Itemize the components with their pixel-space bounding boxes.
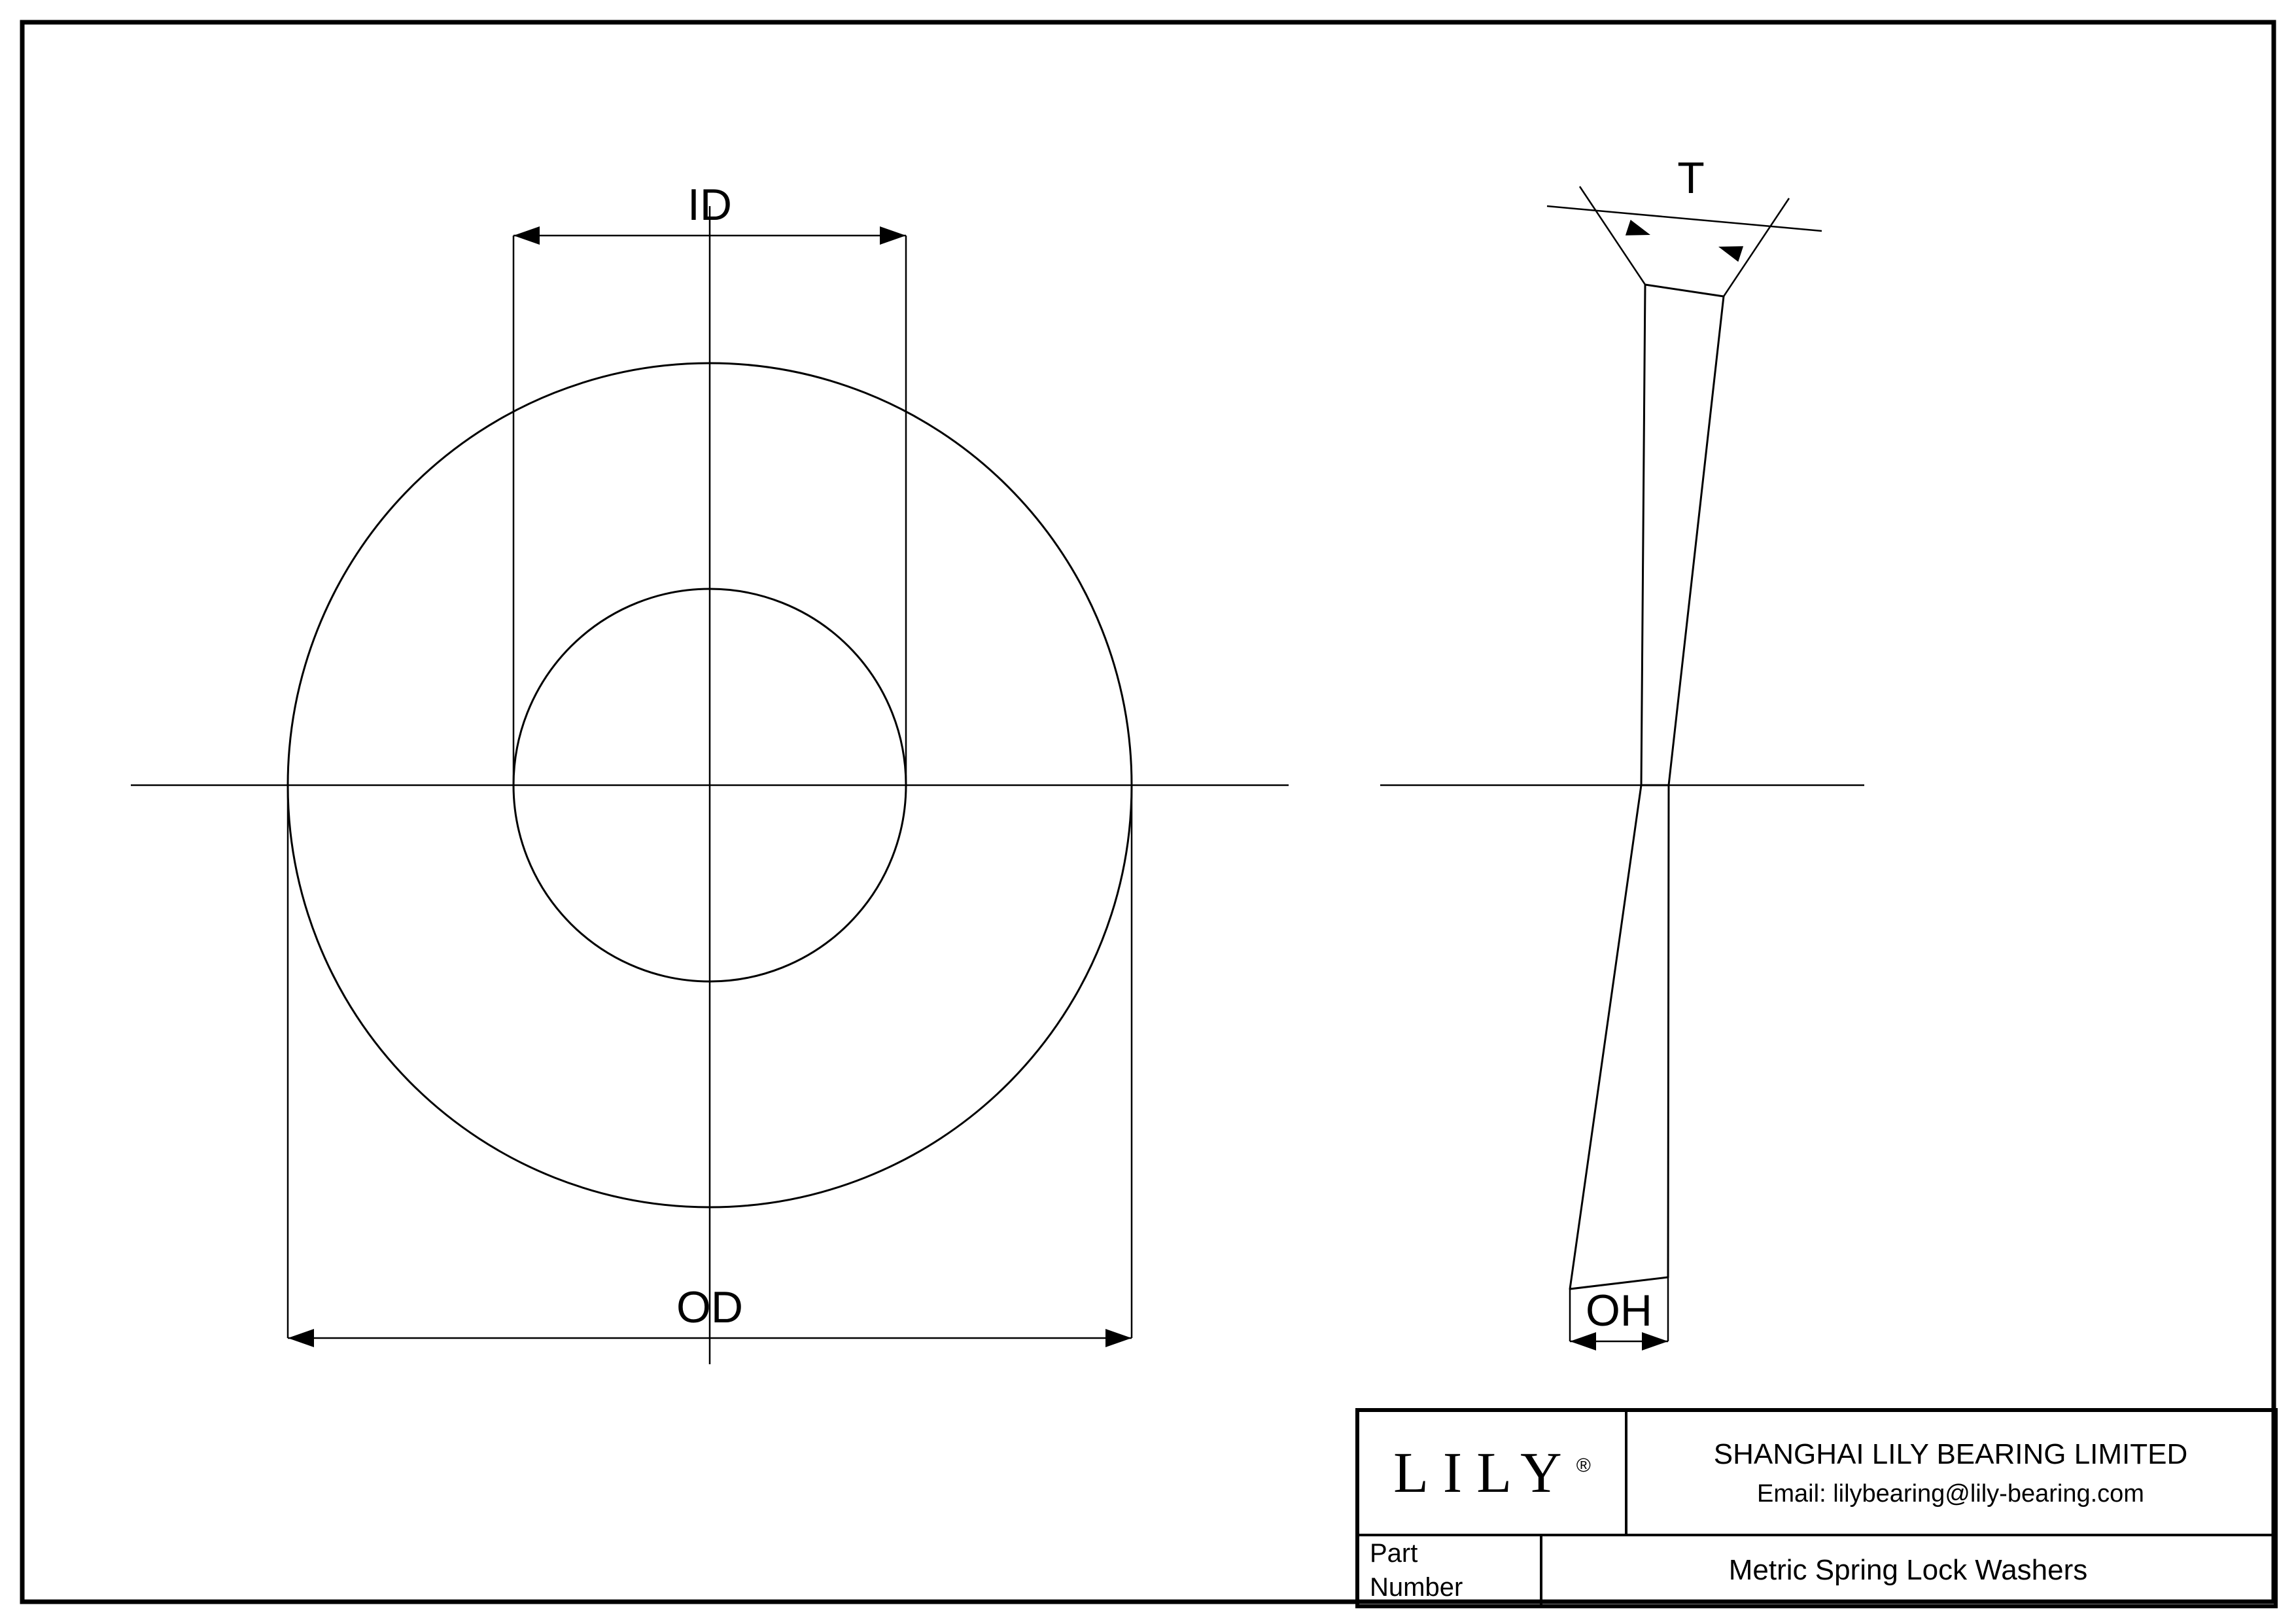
company-cell: SHANGHAI LILY BEARING LIMITED Email: lil… (1626, 1411, 2275, 1535)
part-number-label: Part Number (1370, 1536, 1463, 1604)
part-label-line1: Part (1370, 1539, 1418, 1568)
email-address: lilybearing@lily-bearing.com (1833, 1480, 2144, 1508)
svg-text:T: T (1677, 153, 1705, 203)
svg-text:ID: ID (687, 180, 732, 230)
company-email: Email: lilybearing@lily-bearing.com (1757, 1480, 2144, 1508)
brand-name: LILY (1393, 1441, 1576, 1505)
svg-text:OD: OD (676, 1282, 743, 1332)
svg-text:OH: OH (1586, 1286, 1652, 1335)
product-title: Metric Spring Lock Washers (1729, 1554, 2088, 1587)
registered-mark: ® (1576, 1455, 1591, 1476)
email-label: Email: (1757, 1480, 1833, 1508)
logo-cell: LILY® (1358, 1411, 1626, 1535)
product-title-cell: Metric Spring Lock Washers (1541, 1535, 2275, 1606)
brand-text: LILY® (1393, 1440, 1591, 1506)
title-block: LILY® SHANGHAI LILY BEARING LIMITED Emai… (1355, 1408, 2278, 1608)
technical-drawing-svg: ID OD T OH (0, 0, 2296, 1624)
part-label-line2: Number (1370, 1573, 1463, 1602)
part-number-label-cell: Part Number (1358, 1535, 1541, 1606)
company-name: SHANGHAI LILY BEARING LIMITED (1714, 1438, 2188, 1471)
drawing-page: ID OD T OH LILY® SHANGHAI LILY BEARING LIMI… (0, 0, 2296, 1624)
